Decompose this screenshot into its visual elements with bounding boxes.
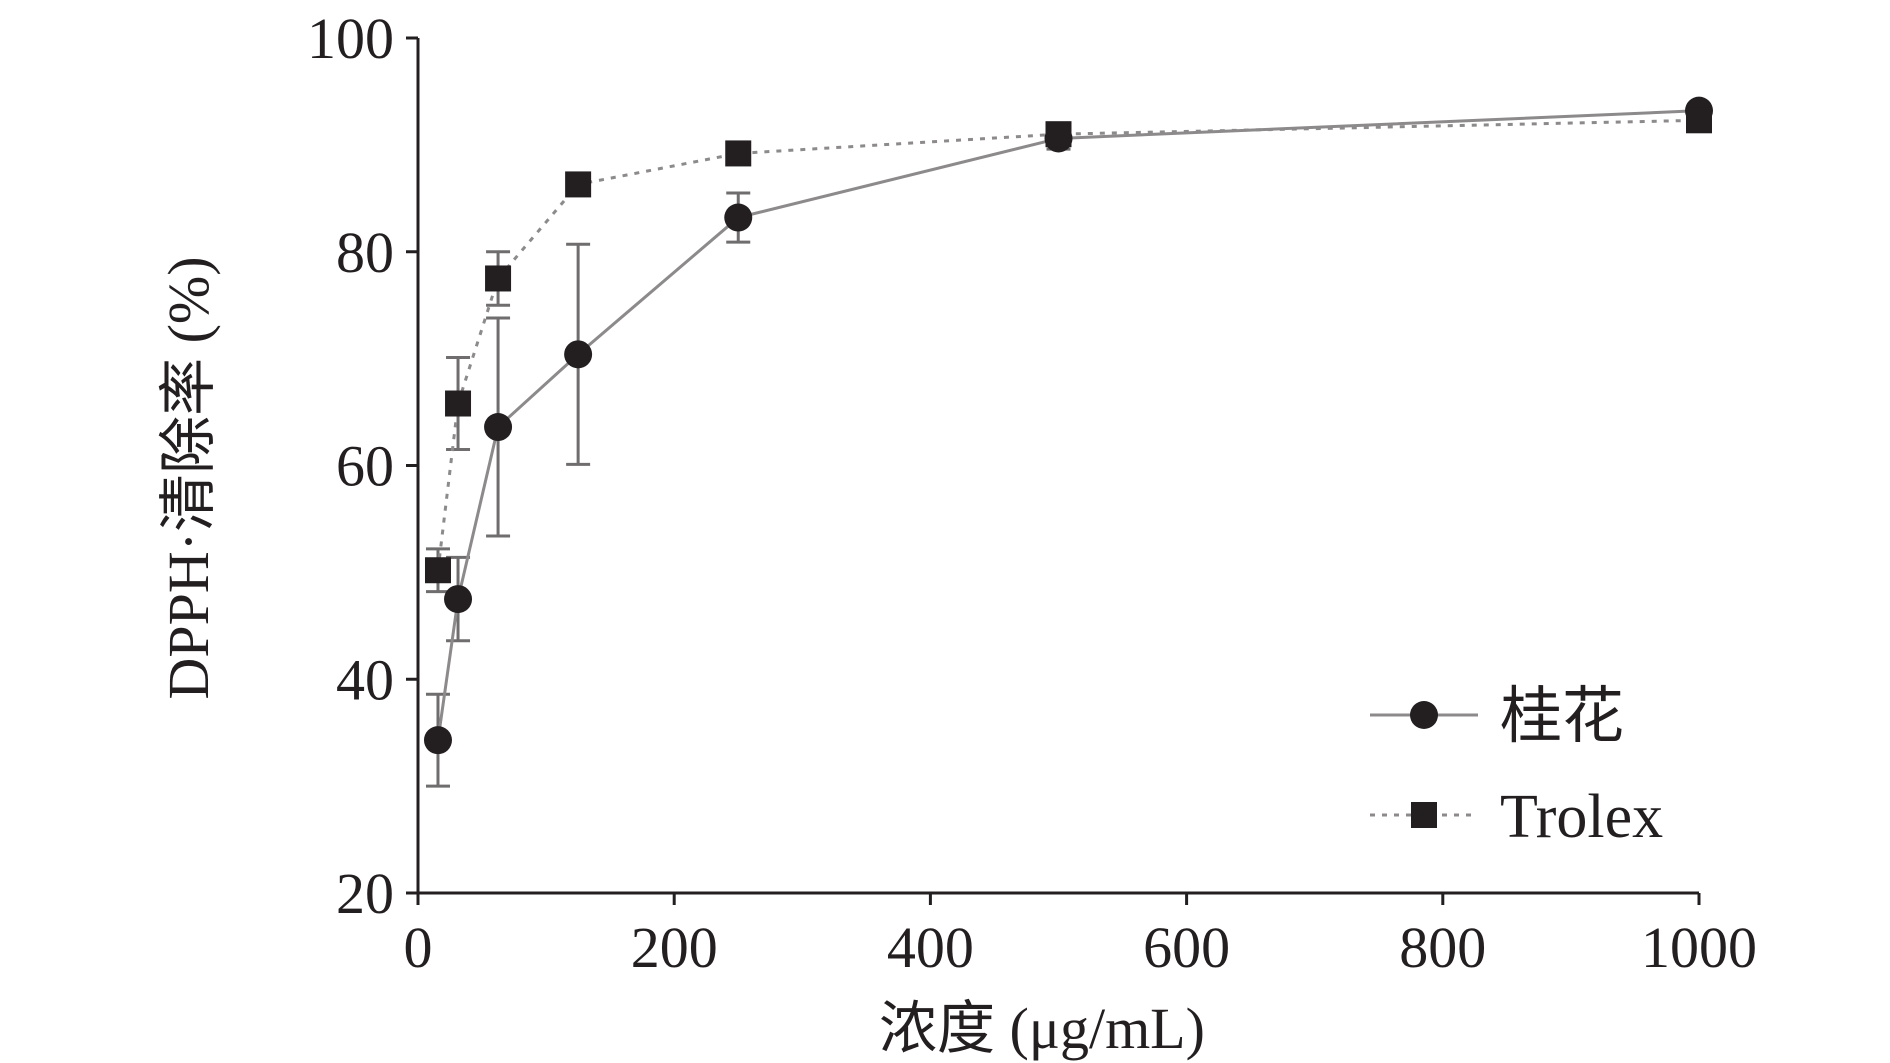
data-point-square (445, 390, 472, 417)
y-axis-title: DPPH·清除率 (%) (156, 256, 221, 699)
y-tick-label: 60 (336, 434, 394, 499)
markers (423, 96, 1713, 755)
x-tick-label: 200 (631, 915, 718, 980)
data-point-circle (564, 340, 593, 369)
x-tick-label: 800 (1399, 915, 1486, 980)
series-line-1 (436, 118, 1700, 571)
data-point-square (565, 171, 592, 198)
legend-marker-guihua (1410, 701, 1438, 729)
axes (416, 38, 1699, 895)
x-tick-label: 1000 (1641, 915, 1757, 980)
series-lines (436, 109, 1700, 741)
data-point-circle (444, 585, 473, 614)
x-tick-label: 600 (1143, 915, 1230, 980)
legend-marker-trolex (1411, 802, 1437, 828)
data-point-circle (423, 726, 452, 755)
data-point-square (725, 140, 752, 167)
data-point-circle (724, 203, 753, 232)
y-tick-label: 100 (307, 6, 394, 71)
data-point-square (485, 265, 512, 292)
legend-label-trolex: Trolex (1500, 783, 1663, 851)
legend: 桂花 Trolex (1370, 683, 1663, 851)
legend-label-guihua: 桂花 (1500, 683, 1624, 751)
x-tick-label: 400 (887, 915, 974, 980)
x-axis-title: 浓度 (μg/mL) (879, 996, 1205, 1061)
data-point-square (424, 557, 451, 584)
x-tick-label: 0 (404, 915, 433, 980)
ticks: 0 200 400 600 800 1000 20 40 60 80 100 (307, 6, 1757, 980)
y-tick-label: 80 (336, 220, 394, 285)
data-point-square (1045, 121, 1072, 148)
data-point-square (1686, 107, 1712, 134)
data-point-circle (484, 413, 513, 442)
y-tick-label: 20 (336, 861, 394, 926)
series-line-0 (436, 109, 1700, 741)
y-tick-label: 40 (336, 647, 394, 712)
